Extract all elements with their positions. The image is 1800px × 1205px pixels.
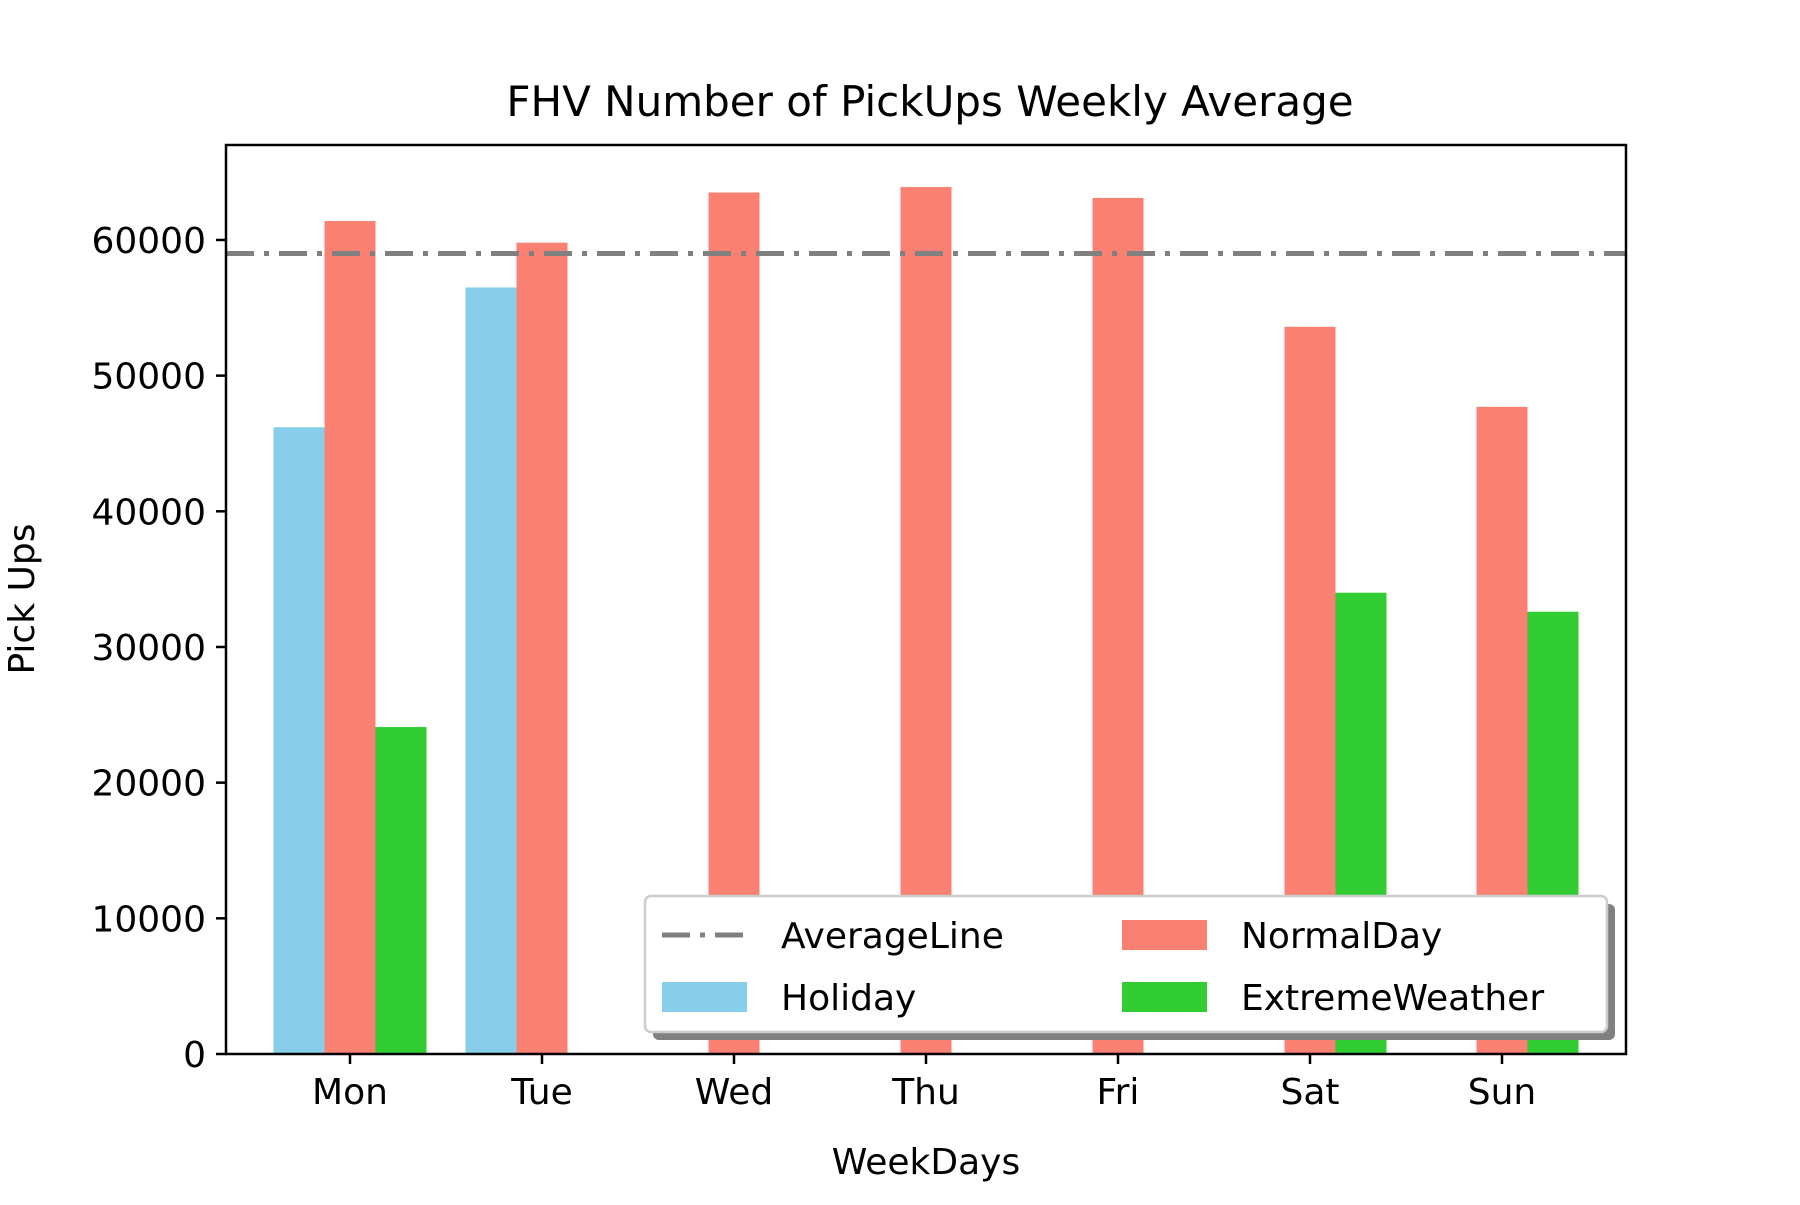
y-tick-label: 60000 xyxy=(91,221,206,262)
x-axis-label: WeekDays xyxy=(832,1142,1020,1183)
legend-extremeweather-label: ExtremeWeather xyxy=(1241,978,1544,1019)
y-tick-label: 10000 xyxy=(91,899,206,940)
x-tick-label: Thu xyxy=(891,1072,960,1113)
chart-title: FHV Number of PickUps Weekly Average xyxy=(506,77,1353,126)
y-tick-label: 30000 xyxy=(91,628,206,669)
bar-extremeweather-mon xyxy=(375,727,427,1054)
legend-holiday-label: Holiday xyxy=(781,978,916,1019)
y-tick-label: 50000 xyxy=(91,357,206,398)
bar-normalday-tue xyxy=(516,242,568,1054)
legend-extremeweather-swatch xyxy=(1122,982,1207,1012)
legend-box xyxy=(643,894,1609,1034)
x-tick-label: Fri xyxy=(1097,1072,1140,1113)
bar-holiday-mon xyxy=(273,427,325,1054)
x-axis: Mon Tue Wed Thu Fri Sat Sun xyxy=(312,1054,1536,1113)
x-tick-label: Tue xyxy=(510,1072,573,1113)
y-axis-label: Pick Ups xyxy=(2,524,43,675)
bar-holiday-tue xyxy=(465,287,517,1055)
y-tick-label: 40000 xyxy=(91,492,206,533)
y-axis: 0 10000 20000 30000 40000 50000 60000 xyxy=(91,221,226,1076)
x-tick-label: Sun xyxy=(1468,1072,1536,1113)
y-tick-label: 0 xyxy=(183,1035,206,1076)
bar-normalday-mon xyxy=(324,220,376,1054)
legend-normalday-swatch xyxy=(1122,920,1207,950)
x-tick-label: Wed xyxy=(695,1072,774,1113)
legend-averageline-label: AverageLine xyxy=(781,916,1004,957)
y-tick-label: 20000 xyxy=(91,764,206,805)
x-tick-label: Sat xyxy=(1280,1072,1339,1113)
legend-holiday-swatch xyxy=(662,982,747,1012)
legend-normalday-label: NormalDay xyxy=(1241,916,1442,957)
x-tick-label: Mon xyxy=(312,1072,388,1113)
legend: AverageLine NormalDay Holiday ExtremeWeathe… xyxy=(643,894,1615,1040)
